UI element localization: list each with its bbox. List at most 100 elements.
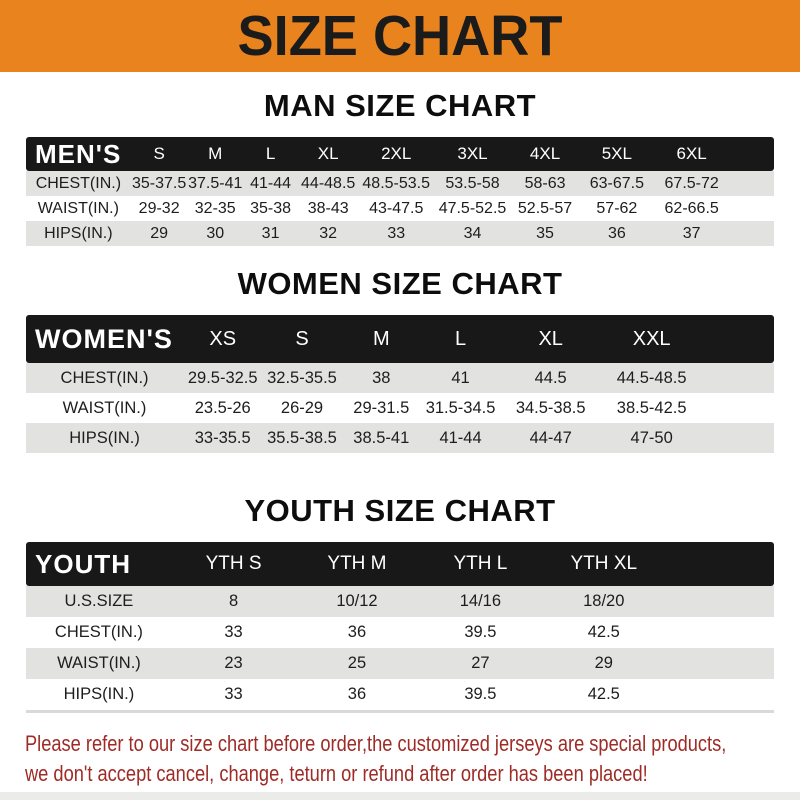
column-header: YTH M: [295, 542, 419, 586]
column-header: L: [420, 315, 501, 363]
size-value: 27: [418, 648, 543, 679]
row-label: U.S.SIZE: [26, 586, 172, 617]
size-value: 44.5-48.5: [601, 363, 703, 393]
size-value: 31.5-34.5: [425, 398, 496, 417]
table-header-label: YOUTH: [26, 542, 172, 586]
size-value: 18/20: [542, 586, 666, 617]
youth-section-heading: YOUTH SIZE CHART: [244, 493, 556, 528]
men-header-row: MEN'S S M L XL 2XL 3XL 4XL 5XL 6XL: [26, 137, 774, 171]
size-value: 33: [224, 623, 243, 641]
row-label: CHEST(IN.): [54, 623, 143, 641]
row-label: HIPS(IN.): [26, 423, 184, 453]
row-filler-cell: [702, 363, 774, 393]
size-value: 35: [510, 221, 580, 246]
size-value: 48.5-53.5: [358, 171, 435, 196]
size-value: 41-44: [420, 423, 501, 453]
column-header: 6XL: [654, 137, 730, 171]
size-value: 32: [298, 221, 359, 246]
row-label: WAIST(IN.): [37, 199, 119, 217]
header-filler-cell: [665, 542, 774, 586]
column-header: 5XL: [579, 137, 655, 171]
table-header-label: WOMEN'S: [26, 315, 184, 363]
size-value: 36: [579, 221, 655, 246]
size-value: 14/16: [418, 586, 543, 617]
column-header: XL: [298, 137, 359, 171]
banner: SIZE CHART: [0, 0, 800, 72]
size-value: 36: [347, 623, 367, 641]
section-men: MAN SIZE CHART MEN'S S M L XL 2XL 3XL 4XL 5XL 6XL…: [0, 88, 800, 246]
size-value: 41-44: [242, 171, 299, 196]
size-value: 39.5: [464, 685, 497, 703]
men-size-table: MEN'S S M L XL 2XL 3XL 4XL 5XL 6XL CHEST(IN.) 35-3…: [26, 137, 774, 246]
column-header: S: [130, 137, 188, 171]
row-filler-cell: [729, 171, 774, 196]
size-value: 23.5-26: [194, 398, 251, 417]
column-header: M: [187, 137, 243, 171]
row-label: HIPS(IN.): [26, 221, 131, 246]
size-value: 29: [542, 648, 666, 679]
table-row: HIPS(IN.) 33 36 39.5 42.5: [26, 679, 774, 710]
header-filler-cell: [729, 137, 774, 171]
size-value: 35.5-38.5: [262, 423, 342, 453]
header-filler-cell: [702, 315, 774, 363]
size-value: 42.5: [587, 623, 620, 641]
size-value: 37.5-41: [187, 171, 243, 196]
size-value: 29.5-32.5: [183, 363, 263, 393]
row-label: HIPS(IN.): [63, 685, 135, 703]
row-filler-cell: [665, 586, 774, 617]
row-filler-cell: [729, 221, 774, 246]
section-youth: YOUTH SIZE CHART YOUTH YTH S YTH M YTH L YTH…: [0, 493, 800, 713]
size-value: 23: [171, 648, 296, 679]
size-value: 63-67.5: [579, 171, 655, 196]
size-value: 10/12: [295, 586, 419, 617]
size-value: 44.5: [500, 363, 602, 393]
size-value: 26-29: [280, 398, 324, 417]
size-value: 44-47: [500, 423, 602, 453]
row-label: CHEST(IN.): [26, 171, 131, 196]
size-value: 44-48.5: [298, 171, 359, 196]
notice-line-1: Please refer to our size chart before or…: [25, 731, 727, 756]
size-value: 32.5-35.5: [262, 363, 342, 393]
men-table-body: CHEST(IN.) 35-37.5 37.5-41 41-44 44-48.5 48.5…: [26, 171, 774, 246]
section-women: WOMEN SIZE CHART WOMEN'S XS S M L XL XXL CHEST…: [0, 266, 800, 453]
size-value: 33: [358, 221, 435, 246]
table-row: CHEST(IN.) 33 36 39.5 42.5: [26, 617, 774, 648]
size-value: 38.5-41: [341, 423, 421, 453]
row-label: WAIST(IN.): [62, 398, 147, 417]
column-header: YTH L: [418, 542, 543, 586]
size-value: 38.5-42.5: [616, 398, 687, 417]
women-section-heading: WOMEN SIZE CHART: [237, 266, 563, 301]
size-value: 29: [130, 221, 188, 246]
size-value: 31: [242, 221, 299, 246]
size-value: 42.5: [587, 685, 620, 703]
row-filler-cell: [665, 648, 774, 679]
youth-size-table: YOUTH YTH S YTH M YTH L YTH XL U.S.SIZE 8 10/1…: [26, 542, 774, 713]
size-value: 38: [341, 363, 421, 393]
size-value: 36: [347, 685, 367, 703]
column-header: YTH XL: [542, 542, 666, 586]
size-value: 29-31.5: [353, 398, 410, 417]
row-label: CHEST(IN.): [26, 363, 184, 393]
order-notice: Please refer to our size chart before or…: [0, 729, 800, 789]
column-header: 4XL: [510, 137, 580, 171]
bottom-strip: [0, 792, 800, 800]
table-row: HIPS(IN.) 29 30 31 32 33 34 35 36 37: [26, 221, 774, 246]
size-value: 33: [224, 685, 243, 703]
men-section-heading: MAN SIZE CHART: [263, 88, 537, 123]
size-value: 34.5-38.5: [515, 398, 586, 417]
size-value: 53.5-58: [434, 171, 511, 196]
women-size-table: WOMEN'S XS S M L XL XXL CHEST(IN.) 29.5-32.5 32.…: [26, 315, 774, 453]
size-value: 67.5-72: [654, 171, 730, 196]
size-value: 29-32: [138, 199, 180, 217]
column-header: 3XL: [434, 137, 511, 171]
notice-line-2: we don't accept cancel, change, teturn o…: [25, 761, 648, 786]
table-row: WAIST(IN.) 23 25 27 29: [26, 648, 774, 679]
column-header: YTH S: [171, 542, 296, 586]
row-filler-cell: [702, 423, 774, 453]
women-table-body: CHEST(IN.) 29.5-32.5 32.5-35.5 38 41 44.5 44.5…: [26, 363, 774, 453]
size-value: 30: [187, 221, 243, 246]
size-value: 62-66.5: [664, 199, 719, 217]
column-header: M: [341, 315, 421, 363]
size-value: 32-35: [194, 199, 236, 217]
